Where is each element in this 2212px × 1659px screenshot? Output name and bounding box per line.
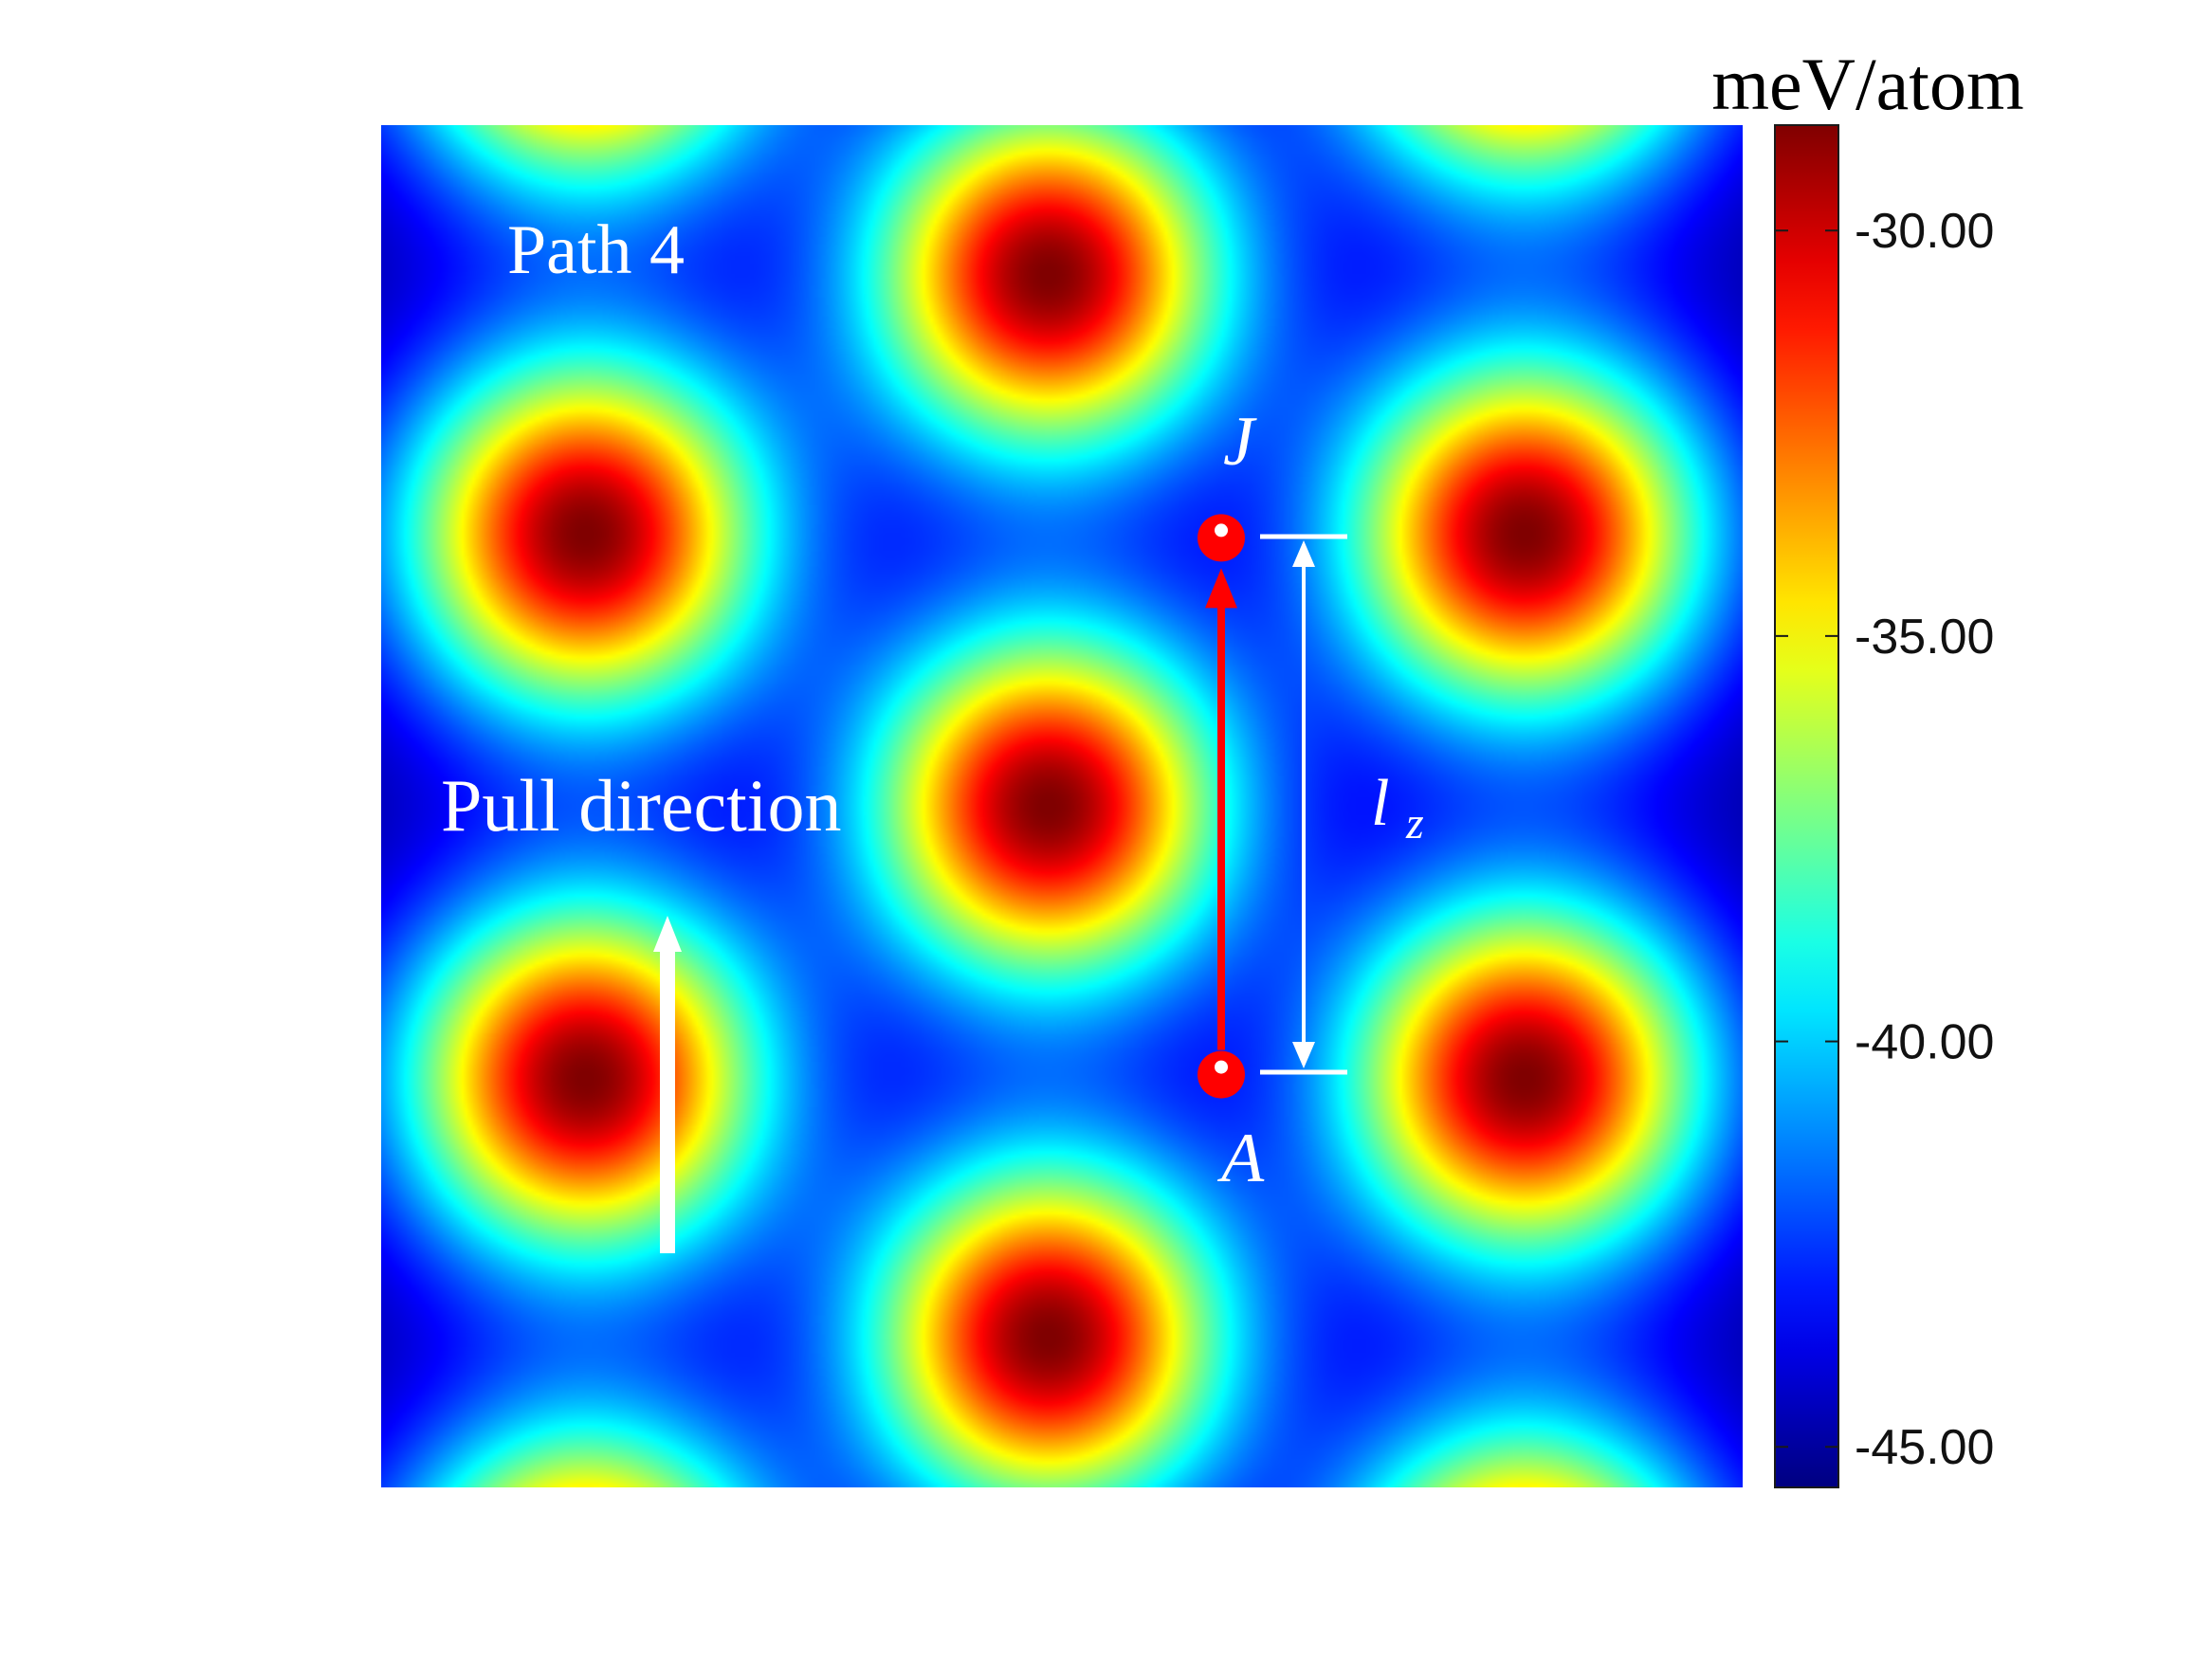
annotations: Path 4 Pull direction J A	[441, 211, 1424, 1253]
point-j-label: J	[1223, 403, 1257, 481]
distance-indicator	[1260, 534, 1347, 1075]
heatmap-image	[381, 125, 1743, 1487]
colorbar-tick-label: -40.00	[1855, 1015, 1994, 1070]
colorbar: -30.00 -35.00 -40.00 -45.00 meV/atom	[1711, 43, 2024, 1488]
path-label: Path 4	[507, 211, 685, 289]
colorbar-gradient	[1774, 124, 1839, 1488]
colorbar-ticks: -30.00 -35.00 -40.00 -45.00	[1775, 204, 1994, 1475]
point-a-marker	[1197, 1050, 1246, 1099]
colorbar-tick-label: -45.00	[1855, 1420, 1994, 1475]
path-arrow	[1205, 568, 1238, 1050]
distance-label-sub: z	[1405, 798, 1424, 848]
heatmap	[381, 125, 1743, 1487]
pull-direction-label: Pull direction	[441, 764, 841, 847]
point-a-label: A	[1216, 1120, 1265, 1197]
distance-label-base: l	[1371, 767, 1389, 840]
colorbar-tick-label: -35.00	[1855, 610, 1994, 665]
colorbar-tick-label: -30.00	[1855, 204, 1994, 259]
colorbar-label: meV/atom	[1711, 43, 2023, 125]
distance-label: l z	[1371, 767, 1424, 848]
pull-direction-arrow	[653, 916, 682, 1253]
point-j-marker	[1197, 514, 1246, 562]
